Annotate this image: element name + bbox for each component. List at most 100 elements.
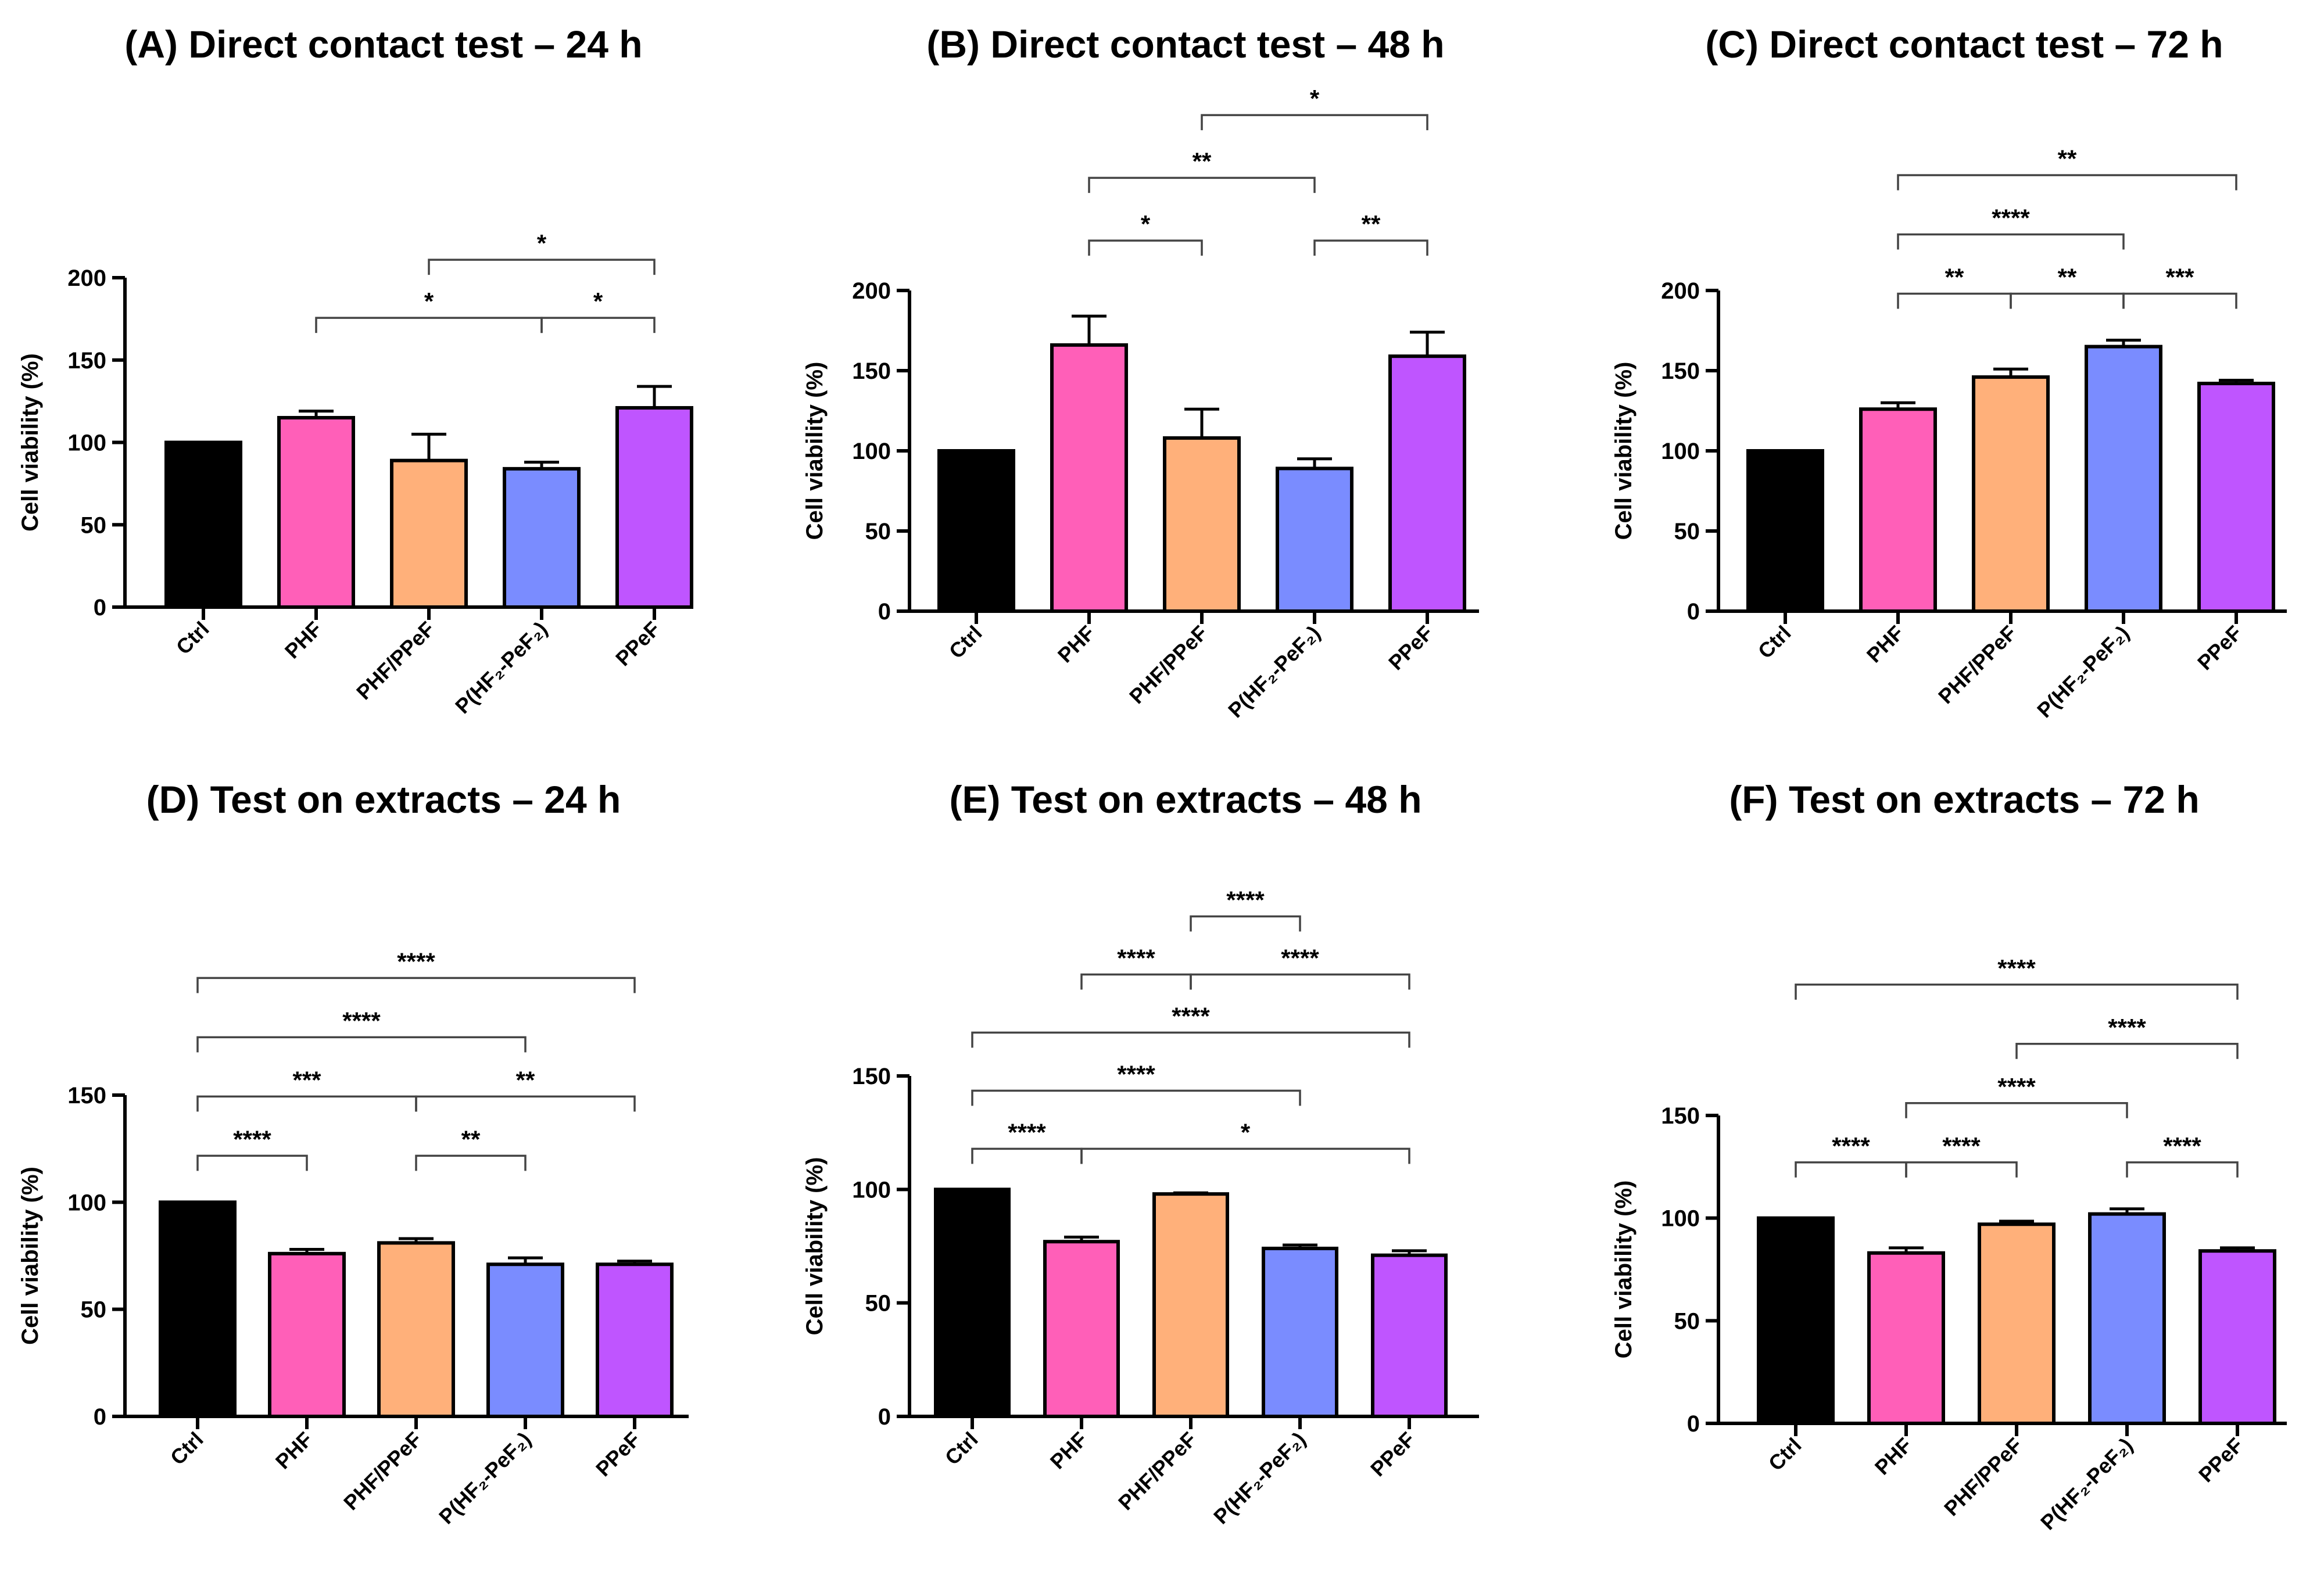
panel-e-bar-5 <box>1371 1253 1448 1419</box>
panel-a-x-tick-label: Ctrl <box>171 617 214 659</box>
panel-f-y-tick-label: 150 <box>1661 1103 1700 1129</box>
panel-b-significance-bracket <box>1088 239 1203 256</box>
panel-e-significance-label: * <box>1241 1118 1251 1146</box>
panel-e-y-axis-label: Cell viability (%) <box>802 1157 828 1336</box>
panel-c-y-tick-label: 200 <box>1661 278 1700 304</box>
panel-e-significance-bracket <box>971 1147 1083 1164</box>
panel-c-bar-1 <box>1746 449 1824 613</box>
panel-c-significance-label: ** <box>2058 145 2077 173</box>
panel-c-significance-bracket <box>1897 292 2012 309</box>
panel-f-x-tick-label: PHF/PPeF <box>1939 1433 2027 1521</box>
panel-c-x-tick-label: PPeF <box>2193 621 2247 675</box>
panel-f-significance-bracket <box>2126 1161 2239 1178</box>
panel-f-significance-label: **** <box>1997 955 2036 982</box>
panel-a-x-tick-label: PHF <box>280 617 327 663</box>
panel-d-bar-2 <box>268 1251 346 1418</box>
panel-f-x-tick-label: PHF <box>1870 1433 1917 1480</box>
panel-a-significance-bracket <box>428 259 656 275</box>
panel-e-significance-label: **** <box>1117 1060 1155 1088</box>
panel-c-significance-label: *** <box>2165 264 2194 291</box>
panel-a-bar-1 <box>164 440 242 609</box>
panel-c-significance-bracket <box>1897 174 2237 191</box>
panel-f-y-tick-label: 0 <box>1687 1411 1700 1437</box>
panel-c-x-tick-label: P(HF₂-PeF₂) <box>2032 621 2134 723</box>
panel-d-significance-label: ** <box>516 1066 535 1093</box>
panel-e-x-tick-label: Ctrl <box>940 1427 983 1470</box>
panel-e-significance-label: **** <box>1226 886 1265 913</box>
panel-f-significance-bracket <box>1905 1161 2018 1178</box>
panel-b-bar-1 <box>937 449 1015 613</box>
panel-a-x-tick-label: PHF/PPeF <box>352 617 439 705</box>
panel-d-title: (D) Test on extracts – 24 h <box>146 778 621 821</box>
panel-f-significance-label: **** <box>1942 1132 1981 1160</box>
panel-b-significance-bracket <box>1088 177 1316 193</box>
panel-f-bar-1 <box>1757 1216 1835 1426</box>
panel-a-y-tick-label: 150 <box>67 348 106 374</box>
panel-c-title: (C) Direct contact test – 72 h <box>1705 23 2223 66</box>
panel-e-significance-bracket <box>1080 973 1192 990</box>
panel-f-significance-bracket <box>2015 1043 2239 1059</box>
panel-f-significance-bracket <box>1795 1161 1907 1178</box>
panel-e-significance-label: **** <box>1281 944 1319 971</box>
panel-f-bar-2 <box>1867 1251 1945 1426</box>
panel-c-x-tick-label: Ctrl <box>1753 621 1796 663</box>
panel-f-y-tick-label: 50 <box>1674 1308 1700 1334</box>
panel-b-significance-label: * <box>1310 85 1320 112</box>
panel-e-bar-2 <box>1043 1240 1120 1419</box>
panel-a-significance-bracket <box>540 317 656 333</box>
panel-d-bar-3 <box>377 1241 455 1418</box>
panel-c-x-tick-label: PHF <box>1862 621 1908 668</box>
panel-d-significance-label: ** <box>461 1125 481 1153</box>
panel-b-x-tick-label: PPeF <box>1384 621 1438 675</box>
panel-a-bar-4 <box>503 467 581 609</box>
panel-a-significance-label: * <box>424 288 434 315</box>
panel-d-significance-bracket <box>196 1095 417 1112</box>
panel-a-significance-label: * <box>593 288 603 315</box>
panel-d-y-axis-label: Cell viability (%) <box>17 1167 43 1345</box>
panel-d-significance-label: **** <box>342 1007 381 1034</box>
panel-c-significance-bracket <box>2122 292 2237 309</box>
panel-a-y-tick-label: 0 <box>94 595 106 620</box>
panel-d-x-tick-label: PHF <box>271 1427 317 1474</box>
panel-b-chart: 0 50 100 150 200 Cell viability (%) Ctrl PHF PHF… <box>802 85 1479 722</box>
panel-f-x-tick-label: P(HF₂-PeF₂) <box>2036 1433 2137 1535</box>
panel-a-bar-2 <box>277 415 355 609</box>
panel-b-bar-5 <box>1388 354 1466 613</box>
panel-f-significance-label: **** <box>2108 1014 2146 1041</box>
panel-e-significance-label: **** <box>1008 1118 1046 1146</box>
panel-d-significance-bracket <box>196 977 636 993</box>
panel-d-y-tick-label: 100 <box>67 1190 106 1215</box>
panel-b-significance-bracket <box>1313 239 1428 256</box>
panel-d-bar-1 <box>159 1200 237 1418</box>
panel-a-significance-bracket <box>315 317 543 333</box>
panel-f-significance-label: **** <box>1997 1073 2036 1100</box>
panel-c-significance-bracket <box>2010 292 2125 309</box>
panel-b-significance-bracket <box>1201 114 1428 131</box>
panel-f-y-tick-label: 100 <box>1661 1206 1700 1232</box>
panel-e-x-tick-label: P(HF₂-PeF₂) <box>1209 1427 1310 1529</box>
panel-c-bar-3 <box>1972 375 2050 613</box>
panel-d-chart: 0 50 100 150 Cell viability (%) Ctrl PHF PHF/PP… <box>17 948 689 1529</box>
panel-b-y-tick-label: 150 <box>852 358 891 384</box>
panel-b-significance-label: ** <box>1193 148 1212 175</box>
panel-a-y-axis-label: Cell viability (%) <box>17 353 43 532</box>
panel-e-x-tick-label: PHF/PPeF <box>1113 1427 1201 1515</box>
panel-b-significance-label: ** <box>1362 210 1381 238</box>
panel-c-y-tick-label: 100 <box>1661 439 1700 464</box>
panel-e-significance-bracket <box>1080 1147 1410 1164</box>
panel-f-x-tick-label: Ctrl <box>1764 1433 1806 1476</box>
panel-e-chart: 0 50 100 150 Cell viability (%) Ctrl PHF PHF/PP… <box>802 886 1479 1529</box>
panel-e-title: (E) Test on extracts – 48 h <box>949 778 1422 821</box>
panel-d-x-tick-label: Ctrl <box>166 1427 208 1470</box>
panel-d-significance-bracket <box>415 1154 527 1171</box>
panel-c-x-tick-label: PHF/PPeF <box>1933 621 2021 709</box>
panel-a-x-tick-label: P(HF₂-PeF₂) <box>450 617 552 719</box>
panel-f-chart: 0 50 100 150 Cell viability (%) Ctrl PHF PHF/PP… <box>1611 955 2287 1535</box>
panel-f-title: (F) Test on extracts – 72 h <box>1729 778 2200 821</box>
panel-f-significance-bracket <box>1795 984 2239 1000</box>
panel-c-significance-label: **** <box>1992 205 2030 232</box>
panel-e-bar-4 <box>1262 1246 1338 1419</box>
panel-e-significance-bracket <box>971 1031 1410 1048</box>
panel-d-significance-bracket <box>415 1095 636 1112</box>
